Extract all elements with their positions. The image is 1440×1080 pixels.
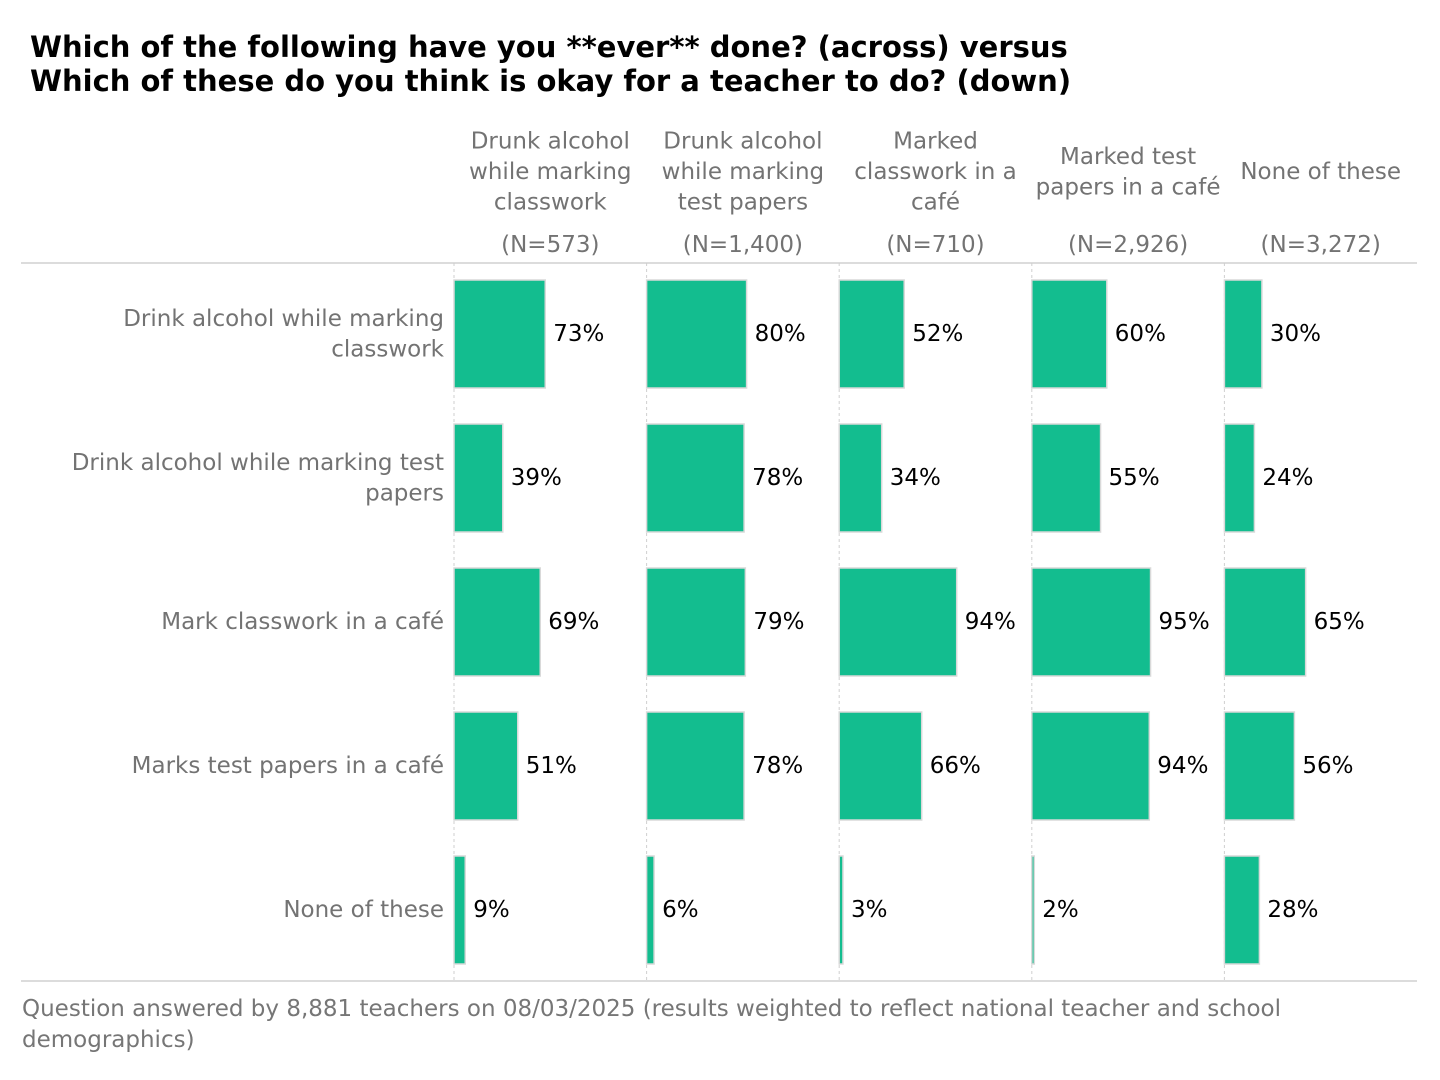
bar-value-label: 52% — [912, 321, 963, 347]
bar-value-label: 66% — [930, 753, 981, 779]
column-sample-size: (N=3,272) — [1261, 232, 1381, 258]
bar-value-label: 94% — [1157, 753, 1208, 779]
row-label: None of these — [283, 897, 444, 923]
bar-value-label: 95% — [1159, 609, 1210, 635]
bar — [838, 855, 844, 965]
bar-value-label: 79% — [753, 609, 804, 635]
bar — [1223, 567, 1307, 677]
column-header-label: None of these — [1240, 159, 1401, 185]
bar — [645, 855, 655, 965]
bar — [1031, 711, 1151, 821]
column-header-label: Drunk alcohol — [471, 129, 630, 155]
bar-value-label: 34% — [890, 465, 941, 491]
bar — [1223, 279, 1263, 389]
bar-value-label: 51% — [526, 753, 577, 779]
bar — [453, 423, 504, 533]
chart-title: Which of the following have you **ever**… — [30, 30, 1071, 98]
column-header-label: test papers — [678, 190, 808, 216]
bar — [453, 711, 519, 821]
column-header-label: Marked test — [1060, 144, 1196, 170]
column-sample-size: (N=573) — [501, 232, 599, 258]
row-label: classwork — [331, 336, 444, 362]
column-header-label: while marking — [469, 159, 631, 185]
bar-value-label: 73% — [553, 321, 604, 347]
bar-value-label: 94% — [965, 609, 1016, 635]
row-label: papers — [365, 480, 444, 506]
bar — [1223, 423, 1256, 533]
column-header-label: classwork in a — [854, 159, 1016, 185]
bar — [453, 855, 466, 965]
bar-value-label: 80% — [755, 321, 806, 347]
bar-value-label: 28% — [1267, 897, 1318, 923]
bar-value-label: 30% — [1270, 321, 1321, 347]
column-sample-size: (N=710) — [886, 232, 984, 258]
bar-value-label: 78% — [752, 753, 803, 779]
bar-value-label: 3% — [851, 897, 888, 923]
bar — [645, 567, 747, 677]
bar — [453, 279, 546, 389]
chart-title-line-1: Which of the following have you **ever**… — [30, 30, 1068, 64]
column-header-label: café — [911, 190, 960, 216]
row-label: Marks test papers in a café — [132, 753, 444, 779]
bar — [645, 711, 745, 821]
bar — [1031, 279, 1108, 389]
bar — [1031, 423, 1102, 533]
bar — [838, 567, 958, 677]
bar — [838, 711, 923, 821]
row-label: Drink alcohol while marking test — [72, 450, 444, 476]
bar-value-label: 55% — [1109, 465, 1160, 491]
column-sample-size: (N=2,926) — [1068, 232, 1188, 258]
bar — [838, 279, 905, 389]
row-label: Mark classwork in a café — [161, 609, 444, 635]
column-header-label: Drunk alcohol — [663, 129, 822, 155]
row-label: Drink alcohol while marking — [123, 306, 444, 332]
bar-value-label: 69% — [548, 609, 599, 635]
column-header-label: Marked — [893, 129, 978, 155]
bar-value-label: 9% — [473, 897, 510, 923]
bar-value-label: 78% — [752, 465, 803, 491]
bar — [1031, 855, 1036, 965]
bar-value-label: 39% — [511, 465, 562, 491]
chart-footnote: Question answered by 8,881 teachers on 0… — [22, 996, 1282, 1053]
bar-value-label: 2% — [1042, 897, 1079, 923]
bar-value-label: 60% — [1115, 321, 1166, 347]
column-header-label: papers in a café — [1036, 174, 1221, 200]
bar — [1223, 855, 1261, 965]
bar-value-label: 24% — [1262, 465, 1313, 491]
bar — [645, 279, 748, 389]
chart-title-line-2: Which of these do you think is okay for … — [30, 64, 1072, 98]
bar-value-label: 56% — [1302, 753, 1353, 779]
bar-value-label: 65% — [1314, 609, 1365, 635]
bar — [1223, 711, 1296, 821]
column-header-label: while marking — [662, 159, 824, 185]
bar — [645, 423, 745, 533]
bar — [453, 567, 541, 677]
bar — [838, 423, 883, 533]
column-sample-size: (N=1,400) — [683, 232, 803, 258]
column-header-label: classwork — [494, 190, 607, 216]
bar — [1031, 567, 1152, 677]
bar-value-label: 6% — [662, 897, 699, 923]
